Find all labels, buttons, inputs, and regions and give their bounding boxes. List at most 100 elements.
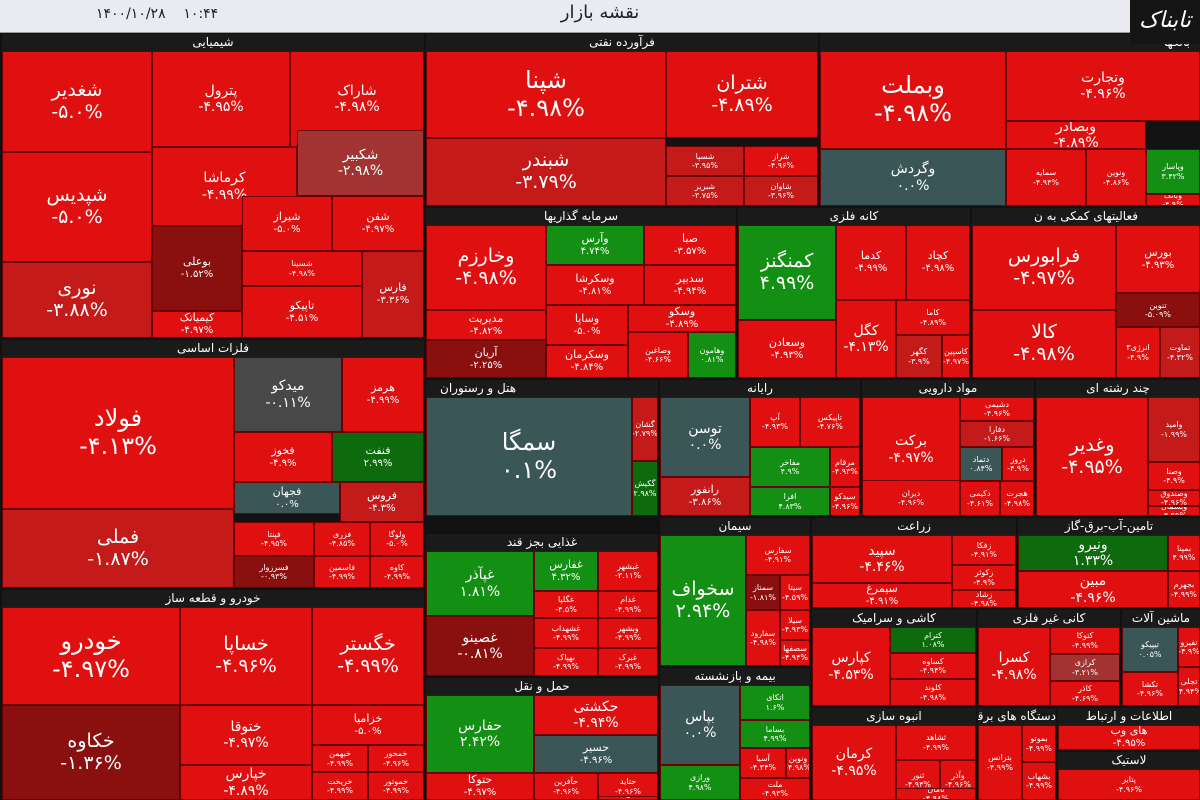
stock-tile[interactable]: فولاد -۴.۱۳%: [2, 357, 234, 509]
stock-tile[interactable]: اتکای ۱.۶%: [740, 685, 810, 720]
stock-tile[interactable]: شسپا -۳.۹۵%: [666, 146, 744, 176]
stock-tile[interactable]: شپدیس -۵.۰%: [2, 152, 152, 262]
stock-tile[interactable]: تجلی-۴.۹۴%: [1178, 667, 1200, 706]
stock-tile[interactable]: حتوکا -۴.۹۷%: [426, 773, 534, 800]
stock-tile[interactable]: انرژی۳ -۴.۹%: [1116, 327, 1160, 378]
stock-tile[interactable]: کاوه -۴.۹۹%: [370, 556, 424, 588]
stock-tile[interactable]: ونوین -۴.۹۸%: [786, 748, 810, 778]
stock-tile[interactable]: وامید -۱.۹۹%: [1148, 397, 1200, 462]
stock-tile[interactable]: حسیر -۴.۹۶%: [534, 735, 658, 773]
stock-tile[interactable]: شفن -۴.۹۷%: [332, 196, 424, 251]
stock-tile[interactable]: فاسمین -۴.۹۹%: [314, 556, 370, 588]
stock-tile[interactable]: گکیش ۲.۹۸%: [632, 461, 658, 516]
stock-tile[interactable]: فنفت ۲.۹۹%: [332, 432, 424, 482]
stock-tile[interactable]: بمپنا ۴.۹۹%: [1168, 535, 1200, 571]
stock-tile[interactable]: وسکرمان -۴.۸۴%: [546, 345, 628, 378]
sector-title[interactable]: حمل و نقل: [426, 678, 658, 695]
stock-tile[interactable]: ختوقا -۴.۹۷%: [180, 705, 312, 765]
stock-tile[interactable]: وهامون ۰.۸۱%: [688, 332, 736, 378]
stock-tile[interactable]: کمنگنز ۴.۹۹%: [738, 225, 836, 320]
stock-tile[interactable]: حکشتی -۴.۹۴%: [534, 695, 658, 735]
stock-tile[interactable]: دروز -۴.۹%: [1002, 447, 1034, 481]
stock-tile[interactable]: وسکرشا -۴.۸۱%: [546, 265, 644, 305]
stock-tile[interactable]: کگهر -۳.۹%: [896, 335, 942, 378]
stock-tile[interactable]: کچاد -۴.۹۸%: [906, 225, 970, 300]
sector-title[interactable]: رایانه: [660, 380, 860, 397]
stock-tile[interactable]: خساپا -۴.۹۶%: [180, 607, 312, 705]
stock-tile[interactable]: صبا -۳.۵۷%: [644, 225, 736, 265]
stock-tile[interactable]: شتران -۴.۸۹%: [666, 51, 818, 138]
sector-title[interactable]: دستگاه های برقی: [978, 708, 1056, 725]
sector-title[interactable]: بیمه و بازنشسته: [660, 668, 810, 685]
stock-tile[interactable]: مدیریت -۴.۸۲%: [426, 310, 546, 340]
stock-tile[interactable]: سفارس -۴.۹۱%: [746, 535, 810, 575]
stock-tile[interactable]: شبندر -۳.۷۹%: [426, 138, 666, 206]
stock-tile[interactable]: توسن ۰.۰%: [660, 397, 750, 477]
stock-tile[interactable]: وبانک -۴.۹%: [1146, 194, 1200, 206]
sector-title[interactable]: هتل و رستوران: [426, 380, 658, 397]
stock-tile[interactable]: وسعادن -۴.۹۳%: [738, 320, 836, 378]
stock-tile[interactable]: کدما -۴.۹۹%: [836, 225, 906, 300]
stock-tile[interactable]: هرمز -۴.۹۹%: [342, 357, 424, 432]
stock-tile[interactable]: سیمرغ -۴.۹۱%: [812, 583, 952, 608]
stock-tile[interactable]: کترام ۱.۰۸%: [890, 627, 976, 653]
stock-tile[interactable]: تماوت -۴.۳۲%: [1160, 327, 1200, 378]
stock-tile[interactable]: وآرس ۴.۷۴%: [546, 225, 644, 265]
stock-tile[interactable]: ملت -۴.۹۳%: [740, 778, 810, 800]
stock-tile[interactable]: پتایر -۴.۹۶%: [1058, 769, 1200, 800]
sector-title[interactable]: کانه فلزی: [738, 208, 970, 225]
stock-tile[interactable]: خریخت -۴.۹۹%: [312, 772, 368, 800]
sector-title[interactable]: کاشی و سرامیک: [812, 610, 976, 627]
sector-title[interactable]: خودرو و قطعه ساز: [2, 590, 424, 607]
stock-tile[interactable]: کگل -۴.۱۳%: [836, 300, 896, 378]
stock-tile[interactable]: ونوین -۴.۸۶%: [1086, 149, 1146, 206]
stock-tile[interactable]: سخواف ۲.۹۴%: [660, 535, 746, 666]
stock-tile[interactable]: افرا ۴.۸۳%: [750, 487, 830, 516]
stock-tile[interactable]: دکیمی -۴.۶۱%: [960, 481, 1000, 516]
stock-tile[interactable]: غپآذر ۱.۸۱%: [426, 551, 534, 616]
stock-tile[interactable]: کتوکا -۴.۹۹%: [1050, 627, 1120, 654]
stock-tile[interactable]: کالا -۴.۹۸%: [972, 310, 1116, 378]
stock-tile[interactable]: وخارزم -۴.۹۸%: [426, 225, 546, 310]
stock-tile[interactable]: آریان -۲.۲۵%: [426, 340, 546, 378]
stock-tile[interactable]: دیران -۴.۹۶%: [862, 480, 960, 516]
stock-tile[interactable]: فرابورس -۴.۹۷%: [972, 225, 1116, 310]
stock-tile[interactable]: پترول -۴.۹۵%: [152, 51, 290, 147]
stock-tile[interactable]: حفارس ۲.۴۲%: [426, 695, 534, 773]
stock-tile[interactable]: بجهرم -۴.۹۹%: [1168, 571, 1200, 608]
stock-tile[interactable]: شبریز -۳.۷۵%: [666, 176, 744, 206]
stock-tile[interactable]: دشیمی -۴.۹۶%: [960, 397, 1034, 421]
sector-title[interactable]: سیمان: [660, 518, 810, 535]
stock-tile[interactable]: سدبیر -۴.۹۴%: [644, 265, 736, 305]
stock-tile[interactable]: مبین -۴.۹۶%: [1018, 571, 1168, 608]
stock-tile[interactable]: خزامیا -۵.۰%: [312, 705, 424, 745]
stock-tile[interactable]: بپاس ۰.۰%: [660, 685, 740, 765]
stock-tile[interactable]: شاوان -۳.۹۶%: [744, 176, 818, 206]
stock-tile[interactable]: تاپیکو -۴.۵۱%: [242, 286, 362, 338]
stock-tile[interactable]: خپارس -۴.۸۹%: [180, 765, 312, 800]
stock-tile[interactable]: کاسپین -۴.۹۷%: [942, 335, 970, 378]
stock-tile[interactable]: بوعلی -۱.۵۲%: [152, 226, 242, 311]
stock-tile[interactable]: غبشهر -۳.۱۱%: [598, 551, 658, 591]
stock-tile[interactable]: غگلپا -۴.۵%: [534, 591, 598, 618]
stock-tile[interactable]: مرقام -۴.۹۳%: [830, 447, 860, 487]
sector-title[interactable]: لاستیک: [1058, 752, 1200, 769]
stock-tile[interactable]: فزری -۴.۸۵%: [314, 522, 370, 556]
stock-tile[interactable]: فروس -۴.۳%: [340, 482, 424, 522]
stock-tile[interactable]: تاپیکس -۴.۷۶%: [800, 397, 860, 447]
stock-tile[interactable]: وبشمال -۴.۹۹%: [1148, 506, 1200, 516]
stock-tile[interactable]: نوری -۳.۸۸%: [2, 262, 152, 338]
stock-tile[interactable]: ثامان -۴.۹۸%: [896, 788, 976, 800]
stock-tile[interactable]: خکاوه -۱.۳۶%: [2, 705, 180, 800]
stock-tile[interactable]: گشان -۲.۷۹%: [632, 397, 658, 461]
sector-title[interactable]: کانی غیر فلزی: [978, 610, 1120, 627]
stock-tile[interactable]: غشهداب -۴.۹۹%: [534, 618, 598, 648]
stock-tile[interactable]: دفارا -۱.۶۶%: [960, 421, 1034, 447]
stock-tile[interactable]: ثشاهد -۴.۹۹%: [896, 725, 976, 760]
stock-tile[interactable]: شسینا -۴.۹۸%: [242, 251, 362, 286]
stock-tile[interactable]: سمگا ۰.۱%: [426, 397, 632, 516]
stock-tile[interactable]: خودرو -۴.۹۷%: [2, 607, 180, 705]
stock-tile[interactable]: خگستر -۴.۹۹%: [312, 607, 424, 705]
stock-tile[interactable]: بشهاب -۴.۹۹%: [1022, 762, 1056, 800]
sector-title[interactable]: زراعت: [812, 518, 1016, 535]
